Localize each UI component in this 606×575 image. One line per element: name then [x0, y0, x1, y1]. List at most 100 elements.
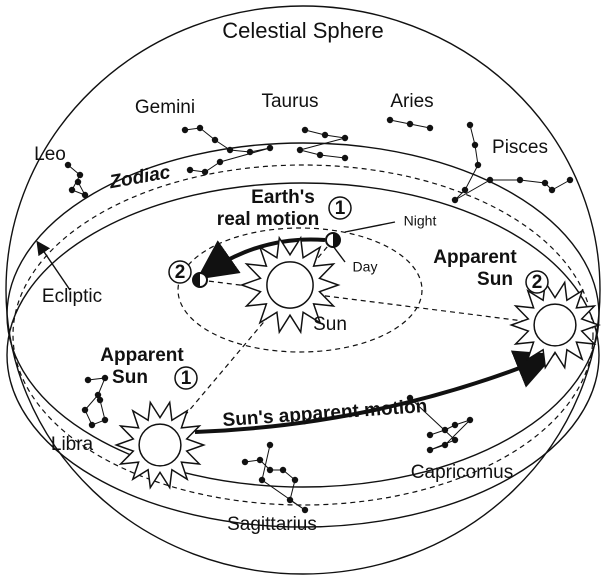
- star: [76, 171, 84, 179]
- label: Night: [404, 213, 437, 229]
- star: [88, 421, 96, 429]
- star: [266, 466, 274, 474]
- star: [451, 421, 459, 429]
- star: [566, 176, 574, 184]
- constellation-line: [454, 124, 571, 201]
- star: [196, 124, 204, 132]
- label: Aries: [390, 91, 433, 112]
- label: Leo: [34, 144, 66, 165]
- star: [296, 146, 304, 154]
- star: [68, 186, 76, 194]
- star: [301, 506, 309, 514]
- star: [541, 179, 549, 187]
- star: [426, 124, 434, 132]
- label: Taurus: [261, 91, 318, 112]
- label: Sun: [112, 367, 148, 388]
- star: [81, 406, 89, 414]
- label: Apparent: [433, 247, 517, 268]
- star: [216, 158, 224, 166]
- star: [291, 476, 299, 484]
- star: [81, 191, 89, 199]
- star: [386, 116, 394, 124]
- constellation-stars: [64, 116, 574, 514]
- zodiac-label: Zodiac: [107, 162, 172, 194]
- star: [201, 168, 209, 176]
- star: [466, 416, 474, 424]
- celestial-sphere: [5, 5, 601, 575]
- star: [74, 178, 82, 186]
- position-number: 1: [335, 198, 346, 219]
- star: [474, 161, 482, 169]
- star: [471, 141, 479, 149]
- ecliptic-label: Ecliptic: [42, 286, 102, 307]
- day-pointer: [332, 245, 346, 263]
- star: [186, 166, 194, 174]
- position-number: 2: [532, 272, 543, 293]
- star: [94, 391, 102, 399]
- star: [256, 456, 264, 464]
- position-marker: [328, 196, 352, 220]
- position-number: 1: [181, 368, 192, 389]
- label: Earth's: [251, 187, 315, 208]
- ecliptic-line: [12, 164, 594, 506]
- position-number: 2: [175, 262, 186, 283]
- ecliptic-pointer: [36, 240, 71, 291]
- star: [548, 186, 556, 194]
- sun-motion-arrow: [194, 350, 556, 434]
- sun-disc: [266, 261, 314, 309]
- star: [406, 120, 414, 128]
- star: [451, 436, 459, 444]
- star: [241, 458, 249, 466]
- star: [441, 441, 449, 449]
- star: [266, 441, 274, 449]
- star: [451, 196, 459, 204]
- star: [101, 416, 109, 424]
- label: real motion: [217, 209, 319, 230]
- position-marker: [168, 260, 192, 284]
- star: [516, 176, 524, 184]
- position-marker: [525, 270, 549, 294]
- star: [286, 496, 294, 504]
- star: [226, 146, 234, 154]
- star: [341, 154, 349, 162]
- star: [441, 426, 449, 434]
- label: Sun's apparent motion: [222, 396, 428, 431]
- zodiac-band-top: [6, 142, 600, 488]
- star: [461, 186, 469, 194]
- star: [101, 374, 109, 382]
- sight-lines: [159, 239, 556, 446]
- earth-orbit: [177, 227, 423, 353]
- position-marker: [174, 366, 198, 390]
- star: [321, 131, 329, 139]
- label: Day: [353, 259, 378, 275]
- label: Pisces: [492, 137, 548, 158]
- label: Apparent: [100, 345, 184, 366]
- star: [426, 446, 434, 454]
- sun-disc: [533, 303, 577, 347]
- label: Sun: [313, 314, 347, 335]
- star: [406, 394, 414, 402]
- label: Sagittarius: [227, 514, 317, 535]
- star: [181, 126, 189, 134]
- star: [466, 121, 474, 129]
- star: [246, 148, 254, 156]
- night-pointer: [344, 221, 396, 233]
- label: Sun: [477, 269, 513, 290]
- star: [96, 396, 104, 404]
- label: Libra: [51, 434, 94, 455]
- title: Celestial Sphere: [222, 18, 383, 43]
- sun-disc: [138, 423, 182, 467]
- star: [266, 144, 274, 152]
- star: [279, 466, 287, 474]
- zodiac-band-bottom: [6, 182, 600, 528]
- label: Capricornus: [411, 462, 513, 483]
- constellation-line: [298, 129, 346, 159]
- label: Gemini: [135, 97, 195, 118]
- star: [84, 376, 92, 384]
- star: [211, 136, 219, 144]
- star: [301, 126, 309, 134]
- earth-motion-arrow: [196, 237, 326, 280]
- star: [258, 476, 266, 484]
- star: [316, 151, 324, 159]
